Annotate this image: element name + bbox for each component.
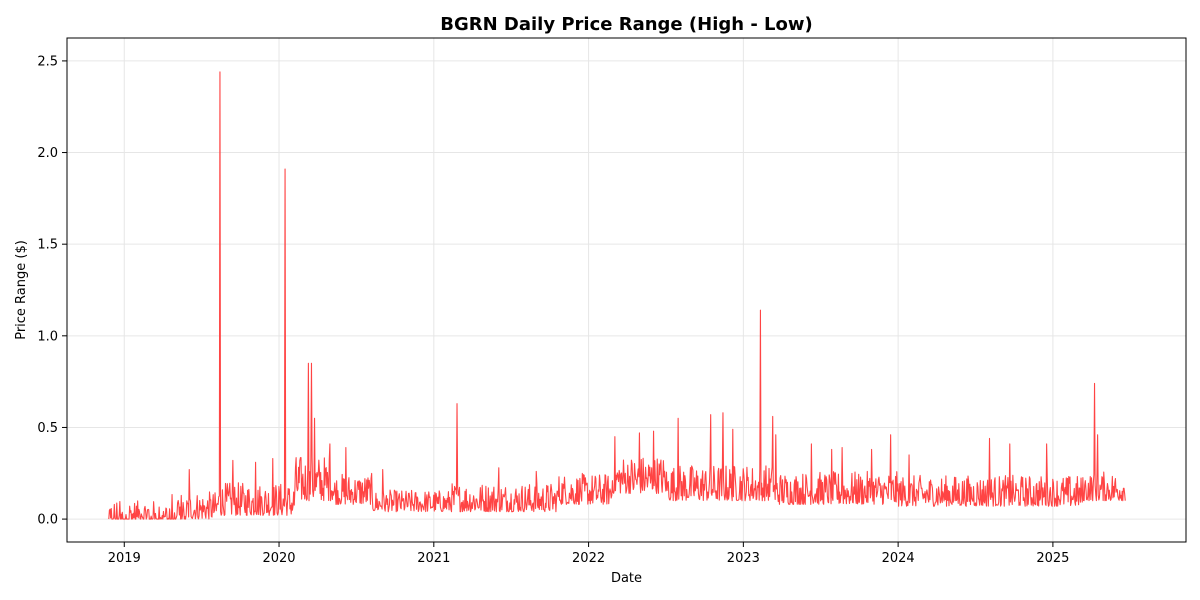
y-tick-label: 1.0 — [37, 329, 58, 344]
y-tick-label: 2.0 — [37, 146, 58, 161]
chart-title: BGRN Daily Price Range (High - Low) — [440, 14, 813, 35]
grid-layer — [67, 38, 1186, 542]
x-tick-label: 2023 — [727, 551, 760, 566]
x-tick-label: 2020 — [262, 551, 295, 566]
line-layer — [108, 71, 1126, 520]
y-tick-label: 2.5 — [37, 54, 58, 69]
x-axis-label: Date — [611, 571, 642, 586]
x-tick-label: 2019 — [108, 551, 141, 566]
tick-layer: 2019 2020 2021 2022 2023 2024 2025 0.0 0.5 1.0 1.5… — [37, 54, 1069, 566]
price-range-series-line — [108, 71, 1126, 520]
y-axis-label: Price Range ($) — [14, 240, 29, 340]
y-tick-label: 0.5 — [37, 421, 58, 436]
x-tick-label: 2024 — [882, 551, 915, 566]
y-tick-label: 0.0 — [37, 513, 58, 528]
x-tick-label: 2021 — [417, 551, 450, 566]
y-tick-label: 1.5 — [37, 238, 58, 253]
plot-frame — [66, 37, 1187, 543]
x-tick-label: 2022 — [572, 551, 605, 566]
x-tick-label: 2025 — [1036, 551, 1069, 566]
